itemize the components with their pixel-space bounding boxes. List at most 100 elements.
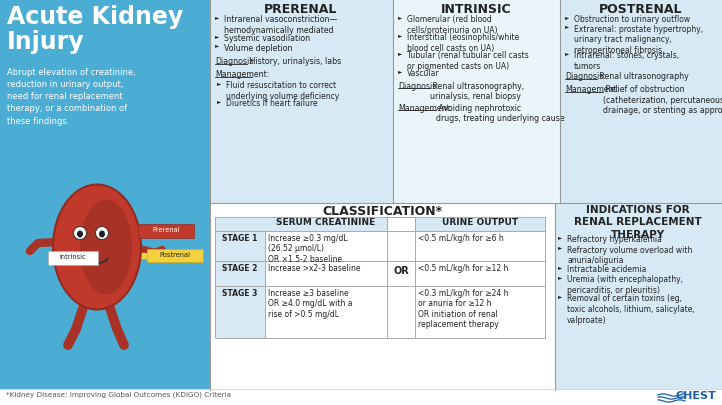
Text: STAGE 3: STAGE 3 — [222, 289, 258, 298]
Text: ►: ► — [398, 69, 402, 74]
FancyBboxPatch shape — [387, 261, 415, 286]
Polygon shape — [130, 253, 200, 261]
FancyBboxPatch shape — [215, 231, 265, 261]
Text: Acute Kidney
Injury: Acute Kidney Injury — [7, 5, 183, 54]
Ellipse shape — [74, 226, 87, 239]
Text: STAGE 2: STAGE 2 — [222, 264, 258, 273]
Text: POSTRENAL: POSTRENAL — [599, 3, 683, 16]
Text: ►: ► — [558, 294, 562, 299]
FancyBboxPatch shape — [0, 0, 210, 405]
Text: <0.5 mL/kg/h for ≥12 h: <0.5 mL/kg/h for ≥12 h — [418, 264, 508, 273]
FancyBboxPatch shape — [415, 261, 545, 286]
Text: Management:: Management: — [565, 85, 619, 94]
Text: Tubular (renal tubular cell casts
or pigmented casts on UA): Tubular (renal tubular cell casts or pig… — [407, 51, 529, 71]
Text: OR: OR — [393, 266, 409, 276]
Ellipse shape — [80, 200, 132, 294]
Text: Diagnosis:: Diagnosis: — [565, 72, 606, 81]
FancyBboxPatch shape — [265, 231, 387, 261]
FancyBboxPatch shape — [210, 0, 393, 203]
Text: STAGE 1: STAGE 1 — [222, 234, 258, 243]
Text: Intrinsic: Intrinsic — [60, 254, 87, 260]
Ellipse shape — [77, 230, 83, 237]
Text: ►: ► — [217, 99, 221, 104]
Text: URINE OUTPUT: URINE OUTPUT — [442, 218, 518, 227]
Text: ►: ► — [398, 51, 402, 56]
Text: Management:: Management: — [215, 70, 269, 79]
Text: Postrenal: Postrenal — [160, 252, 191, 258]
FancyBboxPatch shape — [138, 224, 194, 238]
Text: <0.3 mL/kg/h for ≥24 h
or anuria for ≥12 h
OR initiation of renal
replacement th: <0.3 mL/kg/h for ≥24 h or anuria for ≥12… — [418, 289, 508, 329]
FancyBboxPatch shape — [48, 251, 98, 265]
Text: ►: ► — [558, 245, 562, 251]
Text: ►: ► — [215, 15, 219, 20]
Ellipse shape — [95, 226, 108, 239]
Text: Extrarenal: prostate hypertrophy,
urinary tract malignancy,
retroperitoneal fibr: Extrarenal: prostate hypertrophy, urinar… — [574, 25, 703, 55]
Text: Increase ≥3 baseline
OR ≥4.0 mg/dL with a
rise of >0.5 mg/dL: Increase ≥3 baseline OR ≥4.0 mg/dL with … — [268, 289, 352, 319]
Text: Increase >x2-3 baseline: Increase >x2-3 baseline — [268, 264, 360, 273]
FancyBboxPatch shape — [560, 0, 722, 203]
FancyBboxPatch shape — [387, 217, 415, 231]
Text: SERUM CREATININE: SERUM CREATININE — [277, 218, 375, 227]
Text: Renal ultrasonography: Renal ultrasonography — [597, 72, 689, 81]
Text: Management:: Management: — [398, 104, 452, 113]
FancyBboxPatch shape — [215, 261, 265, 286]
Text: ►: ► — [565, 25, 569, 30]
Text: <0.5 mL/kg/h for ≥6 h: <0.5 mL/kg/h for ≥6 h — [418, 234, 504, 243]
Text: Vascular: Vascular — [407, 69, 440, 78]
Text: Renal ultrasonography,
urinalysis, renal biopsy: Renal ultrasonography, urinalysis, renal… — [430, 82, 524, 101]
Text: ►: ► — [398, 33, 402, 38]
Text: Volume depletion: Volume depletion — [224, 43, 292, 53]
FancyBboxPatch shape — [265, 286, 387, 338]
Text: Increase ≥0.3 mg/dL
(26.52 μmol/L)
OR ×1.5-2 baseline: Increase ≥0.3 mg/dL (26.52 μmol/L) OR ×1… — [268, 234, 347, 264]
Text: ►: ► — [215, 43, 219, 49]
FancyBboxPatch shape — [215, 217, 387, 231]
Text: ►: ► — [217, 81, 221, 86]
Text: Uremia (with encephalopathy,
pericarditis, or pleuritis): Uremia (with encephalopathy, pericarditi… — [567, 275, 683, 295]
Text: Systemic vasodilation: Systemic vasodilation — [224, 34, 310, 43]
FancyBboxPatch shape — [215, 286, 265, 338]
Ellipse shape — [99, 230, 105, 237]
Text: ►: ► — [558, 275, 562, 280]
Text: Diagnosis:: Diagnosis: — [215, 58, 256, 66]
Text: Abrupt elevation of creatinine,
reduction in urinary output,
need for renal repl: Abrupt elevation of creatinine, reductio… — [7, 68, 136, 126]
Text: *Kidney Disease: Improving Global Outcomes (KDIGO) Criteria: *Kidney Disease: Improving Global Outcom… — [6, 391, 231, 397]
Text: CLASSIFICATION*: CLASSIFICATION* — [322, 205, 442, 218]
FancyBboxPatch shape — [387, 286, 415, 338]
FancyBboxPatch shape — [147, 249, 203, 262]
Text: Avoiding nephrotoxic
drugs, treating underlying cause: Avoiding nephrotoxic drugs, treating und… — [436, 104, 565, 123]
FancyBboxPatch shape — [415, 217, 545, 231]
Ellipse shape — [53, 185, 141, 309]
Text: ►: ► — [215, 34, 219, 38]
Text: Removal of certain toxins (eg,
toxic alcohols, lithium, salicylate,
valproate): Removal of certain toxins (eg, toxic alc… — [567, 294, 695, 325]
Text: Relief of obstruction
(catheterization, percutaneous
drainage, or stenting as ap: Relief of obstruction (catheterization, … — [603, 85, 722, 115]
FancyBboxPatch shape — [265, 261, 387, 286]
Text: Intrarenal vasoconstriction—
hemodynamically mediated: Intrarenal vasoconstriction— hemodynamic… — [224, 15, 337, 35]
FancyBboxPatch shape — [393, 0, 560, 203]
Text: Refractory hyperkalemia: Refractory hyperkalemia — [567, 235, 662, 244]
Text: ►: ► — [558, 235, 562, 240]
Text: ►: ► — [565, 15, 569, 20]
Text: ►: ► — [398, 15, 402, 20]
Text: CHEST: CHEST — [675, 391, 716, 401]
FancyBboxPatch shape — [387, 231, 415, 261]
Text: Diagnosis:: Diagnosis: — [398, 82, 439, 91]
Text: Interstitial (eosinophils/white
blood cell casts on UA): Interstitial (eosinophils/white blood ce… — [407, 33, 519, 53]
FancyBboxPatch shape — [415, 231, 545, 261]
Text: Intractable acidemia: Intractable acidemia — [567, 264, 646, 273]
Text: History, urinalysis, labs: History, urinalysis, labs — [247, 58, 342, 66]
Text: Refractory volume overload with
anuria/oliguria: Refractory volume overload with anuria/o… — [567, 245, 692, 265]
FancyBboxPatch shape — [210, 203, 555, 390]
Text: Fluid resuscitation to correct
underlying volume deficiency: Fluid resuscitation to correct underlyin… — [226, 81, 339, 101]
Text: ►: ► — [565, 51, 569, 56]
Text: INDICATIONS FOR
RENAL REPLACEMENT
THERAPY: INDICATIONS FOR RENAL REPLACEMENT THERAP… — [574, 205, 702, 240]
Text: PRERENAL: PRERENAL — [264, 3, 338, 16]
FancyBboxPatch shape — [555, 203, 722, 390]
Text: Glomerular (red blood
cells/proteinuria on UA): Glomerular (red blood cells/proteinuria … — [407, 15, 497, 35]
FancyBboxPatch shape — [415, 286, 545, 338]
Text: Diuretics if heart failure: Diuretics if heart failure — [226, 99, 318, 109]
Text: Prerenal: Prerenal — [152, 227, 180, 233]
Text: Intrarenal: stones, crystals,
tumors: Intrarenal: stones, crystals, tumors — [574, 51, 679, 71]
Text: INTRINSIC: INTRINSIC — [440, 3, 511, 16]
FancyBboxPatch shape — [0, 389, 722, 405]
Text: ►: ► — [558, 264, 562, 270]
